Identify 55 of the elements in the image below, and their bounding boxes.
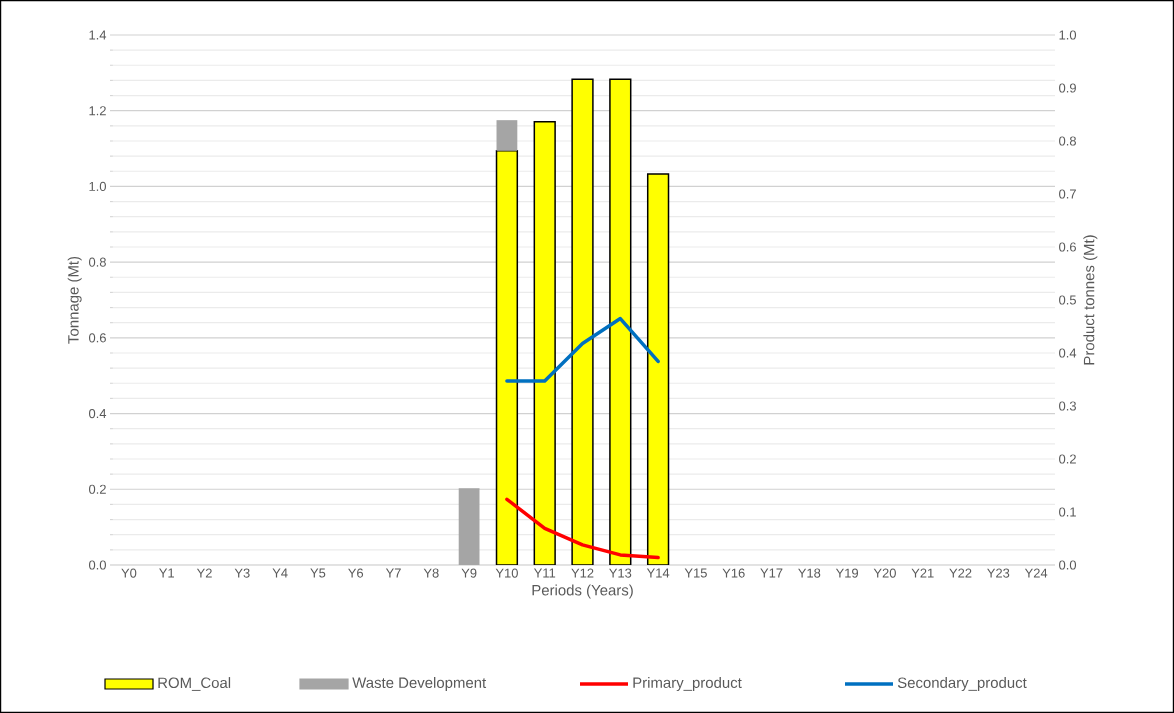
x-tick-label: Y0 [121,568,137,578]
x-tick-label: Y22 [949,568,972,578]
x-tick-label: Y21 [911,568,934,578]
y2-tick-label: 0.4 [1059,348,1077,358]
x-axis-title: Periods (Years) [532,584,633,599]
x-tick-label: Y1 [159,568,175,578]
x-tick-label: Y6 [348,568,364,578]
y-tick-label: 0.6 [88,333,106,343]
bar [458,488,480,565]
y2-tick-label: 0.6 [1059,242,1076,252]
y2-tick-label: 0.8 [1059,136,1076,146]
legend-label: Waste Development [352,677,487,691]
x-tick-label: Y8 [423,568,439,578]
x-tick-label: Y18 [798,568,821,578]
y2-tick-label: 0.7 [1059,189,1076,199]
x-tick-label: Y12 [571,568,594,578]
y-tick-label: 0.4 [88,408,107,419]
y2-tick-label: 0.3 [1059,401,1076,411]
x-tick-label: Y20 [873,568,896,578]
y-tick-label: 0.8 [88,257,106,267]
x-tick-label: Y23 [987,568,1010,578]
x-tick-label: Y7 [385,568,401,578]
x-tick-label: Y4 [272,568,288,578]
x-tick-label: Y9 [461,568,477,578]
legend-label: Secondary_product [897,677,1027,691]
y-tick-label: 1.2 [89,106,106,116]
legend-label: Primary_product [633,677,742,691]
x-tick-label: Y14 [646,568,670,578]
legend-label: ROM_Coal [158,677,231,691]
y2-tick-label: 0.1 [1059,507,1076,517]
x-tick-label: Y10 [495,568,518,578]
x-tick-label: Y11 [533,568,556,578]
x-tick-label: Y24 [1024,568,1048,578]
bar [496,120,518,151]
y-axis-title: Tonnage (Mt) [67,256,82,344]
y2-tick-label: 1.0 [1059,30,1077,40]
y2-tick-label: 0.5 [1059,295,1076,305]
x-tick-label: Y17 [760,568,783,578]
y-tick-label: 0.0 [88,560,106,570]
line-series [505,316,660,383]
y2-tick-label: 0.9 [1059,83,1076,93]
x-tick-label: Y19 [835,568,859,578]
x-tick-label: Y3 [234,568,250,578]
x-tick-label: Y5 [310,568,326,578]
y-tick-label: 1.0 [89,181,106,191]
y-tick-label: 1.4 [89,30,107,40]
x-tick-label: Y16 [722,568,745,578]
y2-tick-label: 0.0 [1059,560,1077,570]
y-tick-label: 0.2 [88,484,106,494]
x-tick-label: Y13 [609,568,632,578]
x-tick-label: Y2 [196,568,212,578]
y2-axis-title: Product tonnes (Mt) [1083,235,1098,365]
y2-tick-label: 0.2 [1059,454,1076,464]
line-series [505,497,660,560]
x-tick-label: Y15 [684,568,707,578]
